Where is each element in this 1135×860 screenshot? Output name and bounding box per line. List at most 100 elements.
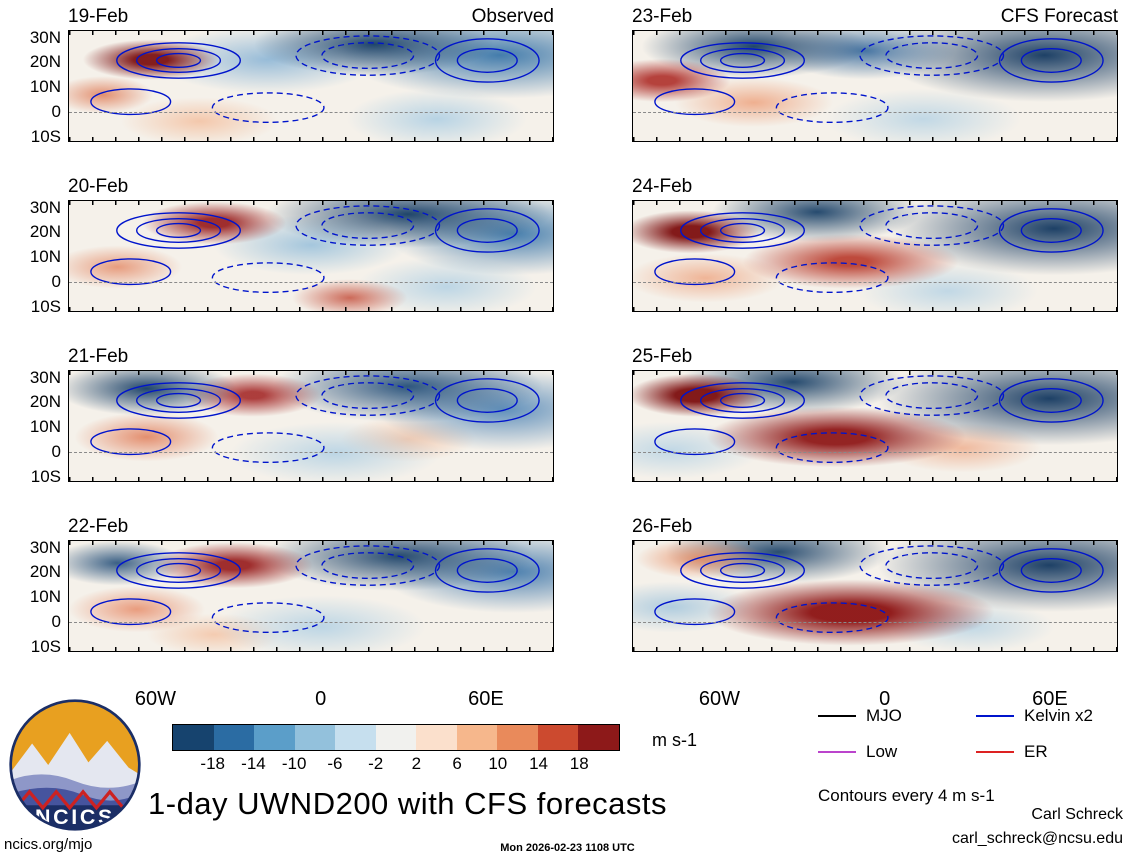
colorbar-tick: -10 [281, 754, 307, 773]
legend: MJO Kelvin x2 Low ER [818, 706, 1126, 762]
colorbar-segment [578, 725, 620, 750]
map-panel [68, 540, 554, 652]
legend-line-swatch [976, 715, 1014, 717]
generation-timestamp: Mon 2026-02-23 1108 UTC [500, 842, 635, 854]
map-panel [68, 30, 554, 142]
colorbar-tick: 18 [569, 754, 589, 773]
lat-tick-label: 10S [30, 126, 61, 146]
lat-tick-label: 10S [30, 296, 61, 316]
contour-overlay [90, 35, 540, 124]
observed-column: 19-Feb Observed 30N 20N 10N 0 10S 20-Feb 30N… [20, 6, 554, 712]
lat-tick-label: 30N [29, 537, 61, 557]
equator-line [633, 281, 1117, 283]
legend-label: Kelvin x2 [1024, 706, 1093, 725]
figure-title: 1-day UWND200 with CFS forecasts [148, 786, 668, 821]
lon-tick-label: 60E [468, 688, 504, 710]
lat-tick-label: 0 [51, 272, 61, 292]
lat-axis: 30N 20N 10N 0 10S [20, 27, 68, 146]
equator-line [69, 451, 553, 453]
lon-tick-label: 0 [879, 688, 891, 710]
colorbar: -18 -14 -10 -6 -2 2 6 10 14 18 [172, 724, 620, 773]
lat-tick-label: 0 [51, 612, 61, 632]
colorbar-tick: -18 [200, 754, 226, 773]
panel-date: 19-Feb [68, 6, 129, 27]
map-cell: 26-Feb [632, 516, 1118, 652]
map-panel [632, 540, 1118, 652]
legend-label: ER [1024, 742, 1048, 761]
colorbar-segments [172, 724, 620, 751]
lat-axis: 30N 20N 10N 0 10S [20, 197, 68, 316]
logo-text: NCICS [35, 805, 115, 829]
equator-line [69, 621, 553, 623]
ncics-logo: NCICS [9, 699, 141, 831]
map-panel [632, 370, 1118, 482]
panel-date: 21-Feb [68, 346, 129, 367]
legend-item: MJO [818, 706, 976, 726]
contour-overlay [654, 375, 1104, 464]
colorbar-tick: 10 [488, 754, 508, 773]
lat-tick-label: 10N [29, 417, 61, 437]
panel-date: 25-Feb [632, 346, 693, 367]
map-cell: 19-Feb Observed 30N 20N 10N 0 10S [20, 6, 554, 146]
map-cell: 21-Feb 30N 20N 10N 0 10S [20, 346, 554, 486]
panel-date: 20-Feb [68, 176, 129, 197]
legend-item: Kelvin x2 [976, 706, 1126, 726]
lat-tick-label: 30N [29, 197, 61, 217]
lat-tick-label: 10N [29, 247, 61, 267]
colorbar-segment [375, 725, 417, 750]
lon-axis: 60W 0 60E [632, 686, 1118, 712]
equator-line [633, 621, 1117, 623]
colorbar-units: m s-1 [652, 730, 697, 750]
colorbar-tick-labels: -18 -14 -10 -6 -2 2 6 10 14 18 [172, 751, 620, 773]
colorbar-tick: 14 [529, 754, 548, 773]
map-panel [632, 200, 1118, 312]
equator-line [69, 111, 553, 113]
lat-tick-label: 20N [29, 52, 61, 72]
legend-label: MJO [866, 706, 902, 725]
lon-tick-label: 60W [698, 688, 741, 710]
lat-tick-label: 10S [30, 466, 61, 486]
contour-note: Contours every 4 m s-1 [818, 786, 995, 805]
lat-axis: 30N 20N 10N 0 10S [20, 367, 68, 486]
legend-item: ER [976, 742, 1126, 762]
forecast-column: 23-Feb CFS Forecast 24-Feb [632, 6, 1118, 712]
contour-overlay [654, 205, 1104, 294]
panel-date: 26-Feb [632, 516, 693, 537]
contour-overlay [654, 545, 1104, 634]
lon-tick-label: 60W [134, 688, 177, 710]
lat-axis: 30N 20N 10N 0 10S [20, 537, 68, 656]
contour-overlay [90, 205, 540, 294]
colorbar-segment [497, 725, 538, 750]
colorbar-tick: 2 [411, 754, 422, 773]
panel-date: 24-Feb [632, 176, 693, 197]
map-cell: 23-Feb CFS Forecast [632, 6, 1118, 142]
map-panel [632, 30, 1118, 142]
map-cell: 25-Feb [632, 346, 1118, 482]
lat-tick-label: 0 [51, 442, 61, 462]
author-credit: Carl Schreck [1031, 806, 1123, 823]
equator-line [69, 281, 553, 283]
lat-tick-label: 30N [29, 27, 61, 47]
lon-tick-label: 60E [1032, 688, 1068, 710]
map-cell: 20-Feb 30N 20N 10N 0 10S [20, 176, 554, 316]
lat-tick-label: 20N [29, 562, 61, 582]
map-cell: 22-Feb 30N 20N 10N 0 10S [20, 516, 554, 656]
colorbar-segment [173, 725, 214, 750]
contour-overlay [90, 375, 540, 464]
panel-date: 23-Feb [632, 6, 693, 27]
colorbar-tick: -2 [368, 754, 384, 773]
colorbar-segment [335, 725, 376, 750]
colorbar-segment [537, 725, 579, 750]
colorbar-segment [456, 725, 498, 750]
lat-tick-label: 10S [30, 636, 61, 656]
colorbar-tick: -14 [241, 754, 266, 773]
lat-tick-label: 30N [29, 367, 61, 387]
footer: NCICS -18 -14 -10 -6 -2 2 6 10 14 18 m s-1 MJO Kel… [0, 690, 1135, 860]
lat-tick-label: 0 [51, 102, 61, 122]
column-title-observed: Observed [471, 6, 554, 27]
lon-axis: 60W 0 60E [68, 686, 554, 712]
colorbar-segment [294, 725, 336, 750]
map-panel [68, 200, 554, 312]
lat-tick-label: 20N [29, 222, 61, 242]
